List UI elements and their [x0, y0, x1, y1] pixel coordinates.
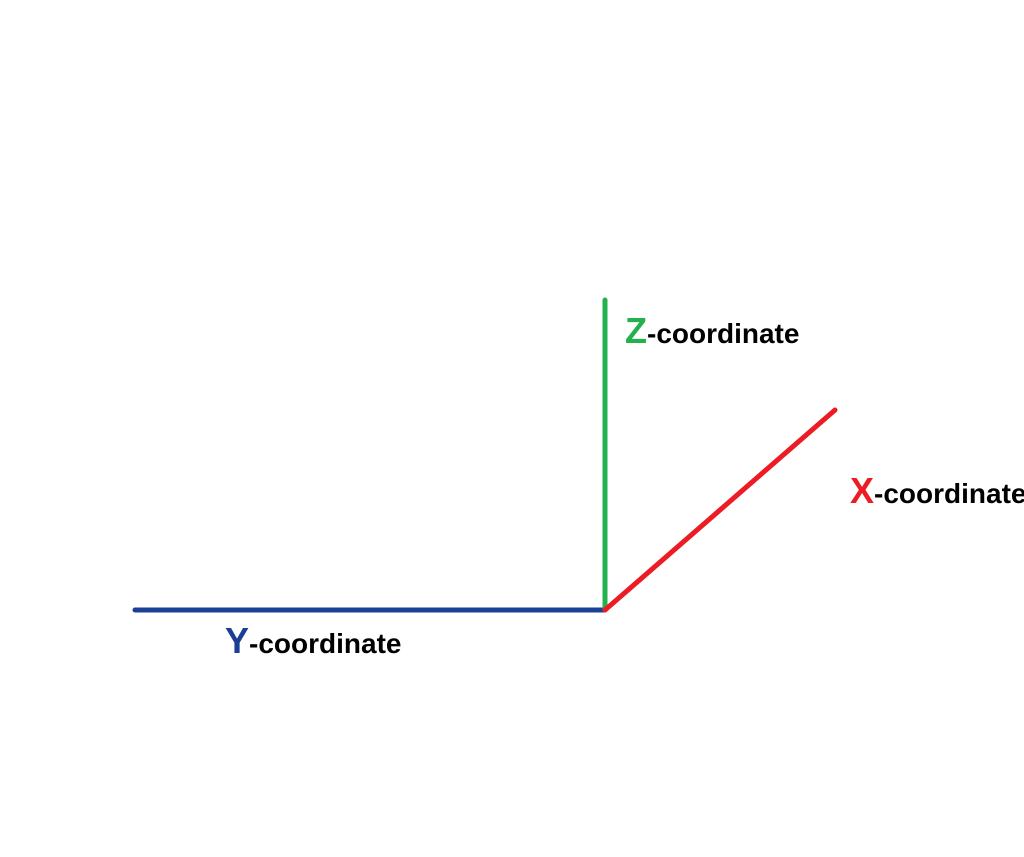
y-axis-label: Y-coordinate — [225, 620, 401, 662]
x-axis-label: X-coordinate — [850, 470, 1024, 512]
y-axis-letter: Y — [225, 620, 249, 661]
z-axis-word: -coordinate — [647, 318, 799, 349]
axes-diagram — [0, 0, 1024, 857]
y-axis-word: -coordinate — [249, 628, 401, 659]
z-axis-label: Z-coordinate — [625, 310, 799, 352]
z-axis-letter: Z — [625, 310, 647, 351]
x-axis-line — [605, 410, 835, 610]
x-axis-word: -coordinate — [874, 478, 1024, 509]
x-axis-letter: X — [850, 470, 874, 511]
